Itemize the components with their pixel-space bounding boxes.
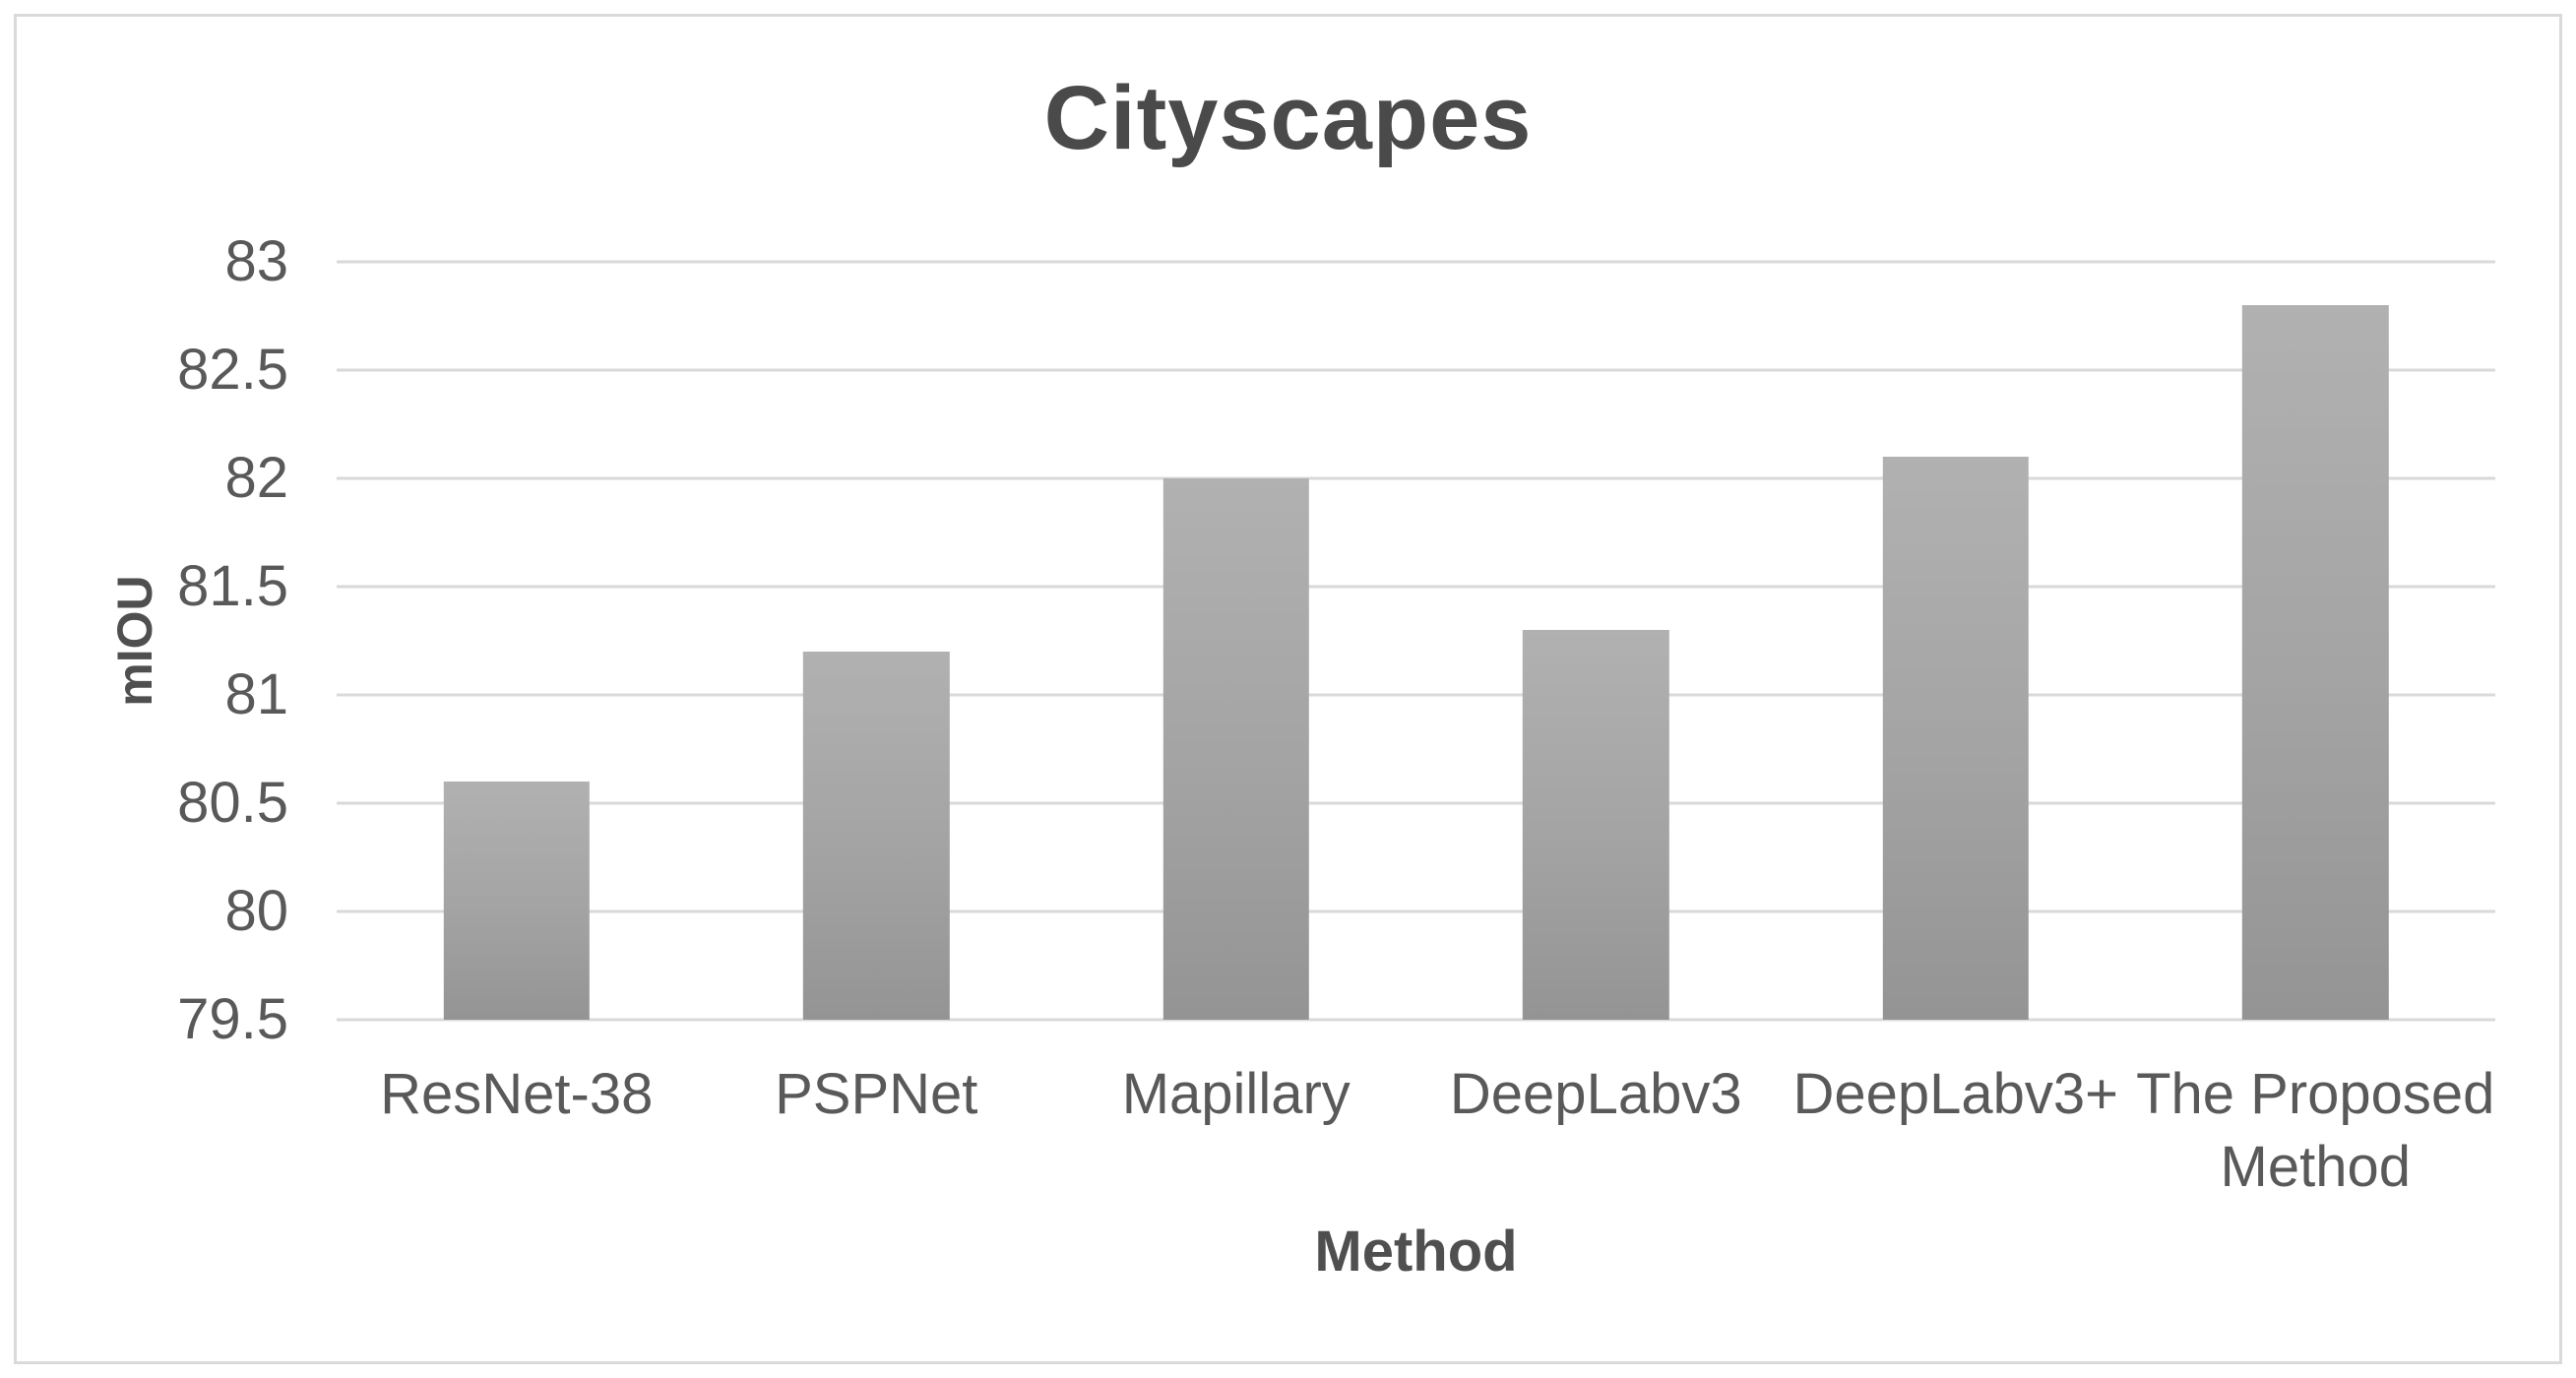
x-labels-row: ResNet-38 PSPNet Mapillary DeepLabv3 DeepLab…	[337, 1058, 2495, 1216]
x-category-label-resnet-38: ResNet-38	[380, 1062, 654, 1126]
y-tick-label-82: 82	[224, 446, 288, 510]
y-tick-label-81.5: 81.5	[177, 554, 288, 618]
gridline-81.5	[337, 585, 2495, 589]
x-category-label-deeplabv3: DeepLabv3+	[1792, 1062, 2119, 1126]
x-category-label-mapillary: Mapillary	[1121, 1062, 1351, 1126]
gridline-80	[337, 909, 2495, 913]
gridline-82	[337, 476, 2495, 480]
y-tick-label-83: 83	[224, 229, 288, 293]
x-axis-title: Method	[1314, 1220, 1518, 1284]
bar-pspnet	[803, 652, 950, 1020]
bar-resnet-38	[443, 782, 590, 1020]
gridline-83	[337, 260, 2495, 264]
y-axis-title: mIOU	[107, 575, 162, 707]
y-tick-label-79.5: 79.5	[177, 987, 288, 1051]
gridline-80.5	[337, 801, 2495, 805]
gridline-79.5	[337, 1018, 2495, 1022]
y-tick-label-80: 80	[224, 879, 288, 943]
bar-deeplabv3	[1523, 630, 1669, 1020]
chart-title: Cityscapes	[1043, 68, 1533, 168]
bar-the-proposed-method	[2242, 305, 2389, 1020]
gridline-81	[337, 693, 2495, 697]
gridline-82.5	[337, 368, 2495, 372]
bar-mapillary	[1162, 478, 1309, 1020]
x-category-label-pspnet: PSPNet	[775, 1062, 978, 1126]
plot-area: 83 82.5 82 81.5 81 80.5 80 79.5	[177, 232, 2495, 1049]
bar-deeplabv3	[1882, 457, 2029, 1020]
x-category-label-deeplabv3: DeepLabv3	[1449, 1062, 1742, 1126]
x-category-label-the-proposed-method: The Proposed Method	[2136, 1062, 2495, 1199]
y-tick-label-81: 81	[224, 662, 288, 726]
y-tick-label-80.5: 80.5	[177, 771, 288, 835]
y-tick-label-82.5: 82.5	[177, 338, 288, 402]
